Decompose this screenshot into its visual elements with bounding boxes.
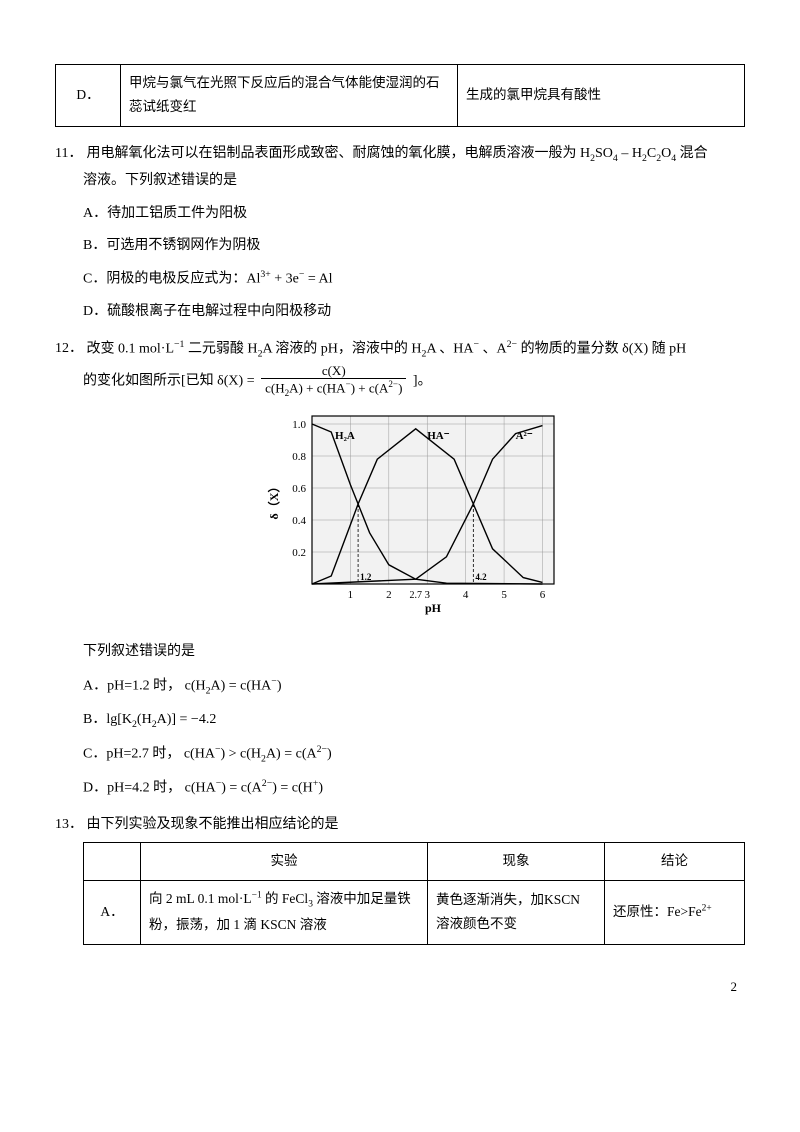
q10-table-fragment: D． 甲烷与氯气在光照下反应后的混合气体能使湿润的石蕊试纸变红 生成的氯甲烷具有… — [55, 64, 745, 127]
svg-text:3: 3 — [424, 589, 430, 601]
svg-text:1: 1 — [348, 589, 354, 601]
svg-text:2.7: 2.7 — [409, 590, 422, 601]
cell-A-conc: 还原性：Fe>Fe2+ — [605, 880, 745, 944]
q11-stem2: 溶液。下列叙述错误的是 — [83, 168, 745, 195]
q11-number: 11． — [55, 141, 83, 168]
svg-text:4.2: 4.2 — [475, 572, 487, 582]
q11-opt-A: A．待加工铝质工件为阳极 — [83, 201, 745, 228]
q12-prompt: 下列叙述错误的是 — [83, 639, 745, 666]
q12-stem2: 的变化如图所示[已知 δ(X) = c(X) c(H2A) + c(HA−) +… — [83, 364, 745, 398]
q12-opt-C: C．pH=2.7 时， c(HA−) > c(H2A) = c(A2−) — [83, 741, 745, 769]
svg-text:1.2: 1.2 — [360, 572, 372, 582]
q11-opt-B: B．可选用不锈钢网作为阴极 — [83, 233, 745, 260]
svg-text:H₂A: H₂A — [335, 430, 355, 442]
q12-opt-D: D．pH=4.2 时， c(HA−) = c(A2−) = c(H+) — [83, 775, 745, 802]
question-13: 13． 由下列实验及现象不能推出相应结论的是 实验 现象 结论 A． 向 2 m… — [55, 812, 745, 945]
q13-stem: 由下列实验及现象不能推出相应结论的是 — [87, 812, 745, 839]
question-11: 11． 用电解氧化法可以在铝制品表面形成致密、耐腐蚀的氧化膜，电解质溶液一般为 … — [55, 141, 745, 326]
page-number: 2 — [55, 975, 745, 1000]
table-row: D． 甲烷与氯气在光照下反应后的混合气体能使湿润的石蕊试纸变红 生成的氯甲烷具有… — [56, 65, 745, 127]
hdr-exp: 实验 — [141, 843, 428, 880]
table-header: 实验 现象 结论 — [84, 843, 745, 880]
svg-text:0.4: 0.4 — [292, 515, 306, 527]
q12-chart: 0.2 0.4 0.6 0.8 1.0 1 2 3 4 5 6 2.7 1.2 4.2 H₂A HA⁻ A²⁻ p… — [264, 406, 564, 627]
q12-opt-B: B．lg[K2(H2A)] = −4.2 — [83, 707, 745, 734]
svg-text:pH: pH — [425, 601, 442, 615]
cell-A-exp: 向 2 mL 0.1 mol·L−1 的 FeCl3 溶液中加足量铁粉，振荡，加… — [141, 880, 428, 944]
svg-text:0.6: 0.6 — [292, 483, 306, 495]
q13-table: 实验 现象 结论 A． 向 2 mL 0.1 mol·L−1 的 FeCl3 溶… — [83, 842, 745, 944]
svg-text:6: 6 — [540, 589, 546, 601]
hdr-conc: 结论 — [605, 843, 745, 880]
cell-A-phen: 黄色逐渐消失，加KSCN 溶液颜色不变 — [428, 880, 605, 944]
cell-A-label: A． — [84, 880, 141, 944]
svg-text:5: 5 — [501, 589, 507, 601]
q12-opt-A: A．pH=1.2 时， c(H2A) = c(HA−) — [83, 673, 745, 701]
svg-text:A²⁻: A²⁻ — [516, 430, 533, 442]
q11-stem: 用电解氧化法可以在铝制品表面形成致密、耐腐蚀的氧化膜，电解质溶液一般为 H2SO… — [87, 141, 745, 168]
svg-text:1.0: 1.0 — [292, 419, 306, 431]
svg-text:δ（X）: δ（X） — [266, 480, 281, 519]
svg-text:0.8: 0.8 — [292, 451, 306, 463]
q12-number: 12． — [55, 336, 83, 363]
q11-opt-D: D．硫酸根离子在电解过程中向阳极移动 — [83, 299, 745, 326]
cell-D-exp: 甲烷与氯气在光照下反应后的混合气体能使湿润的石蕊试纸变红 — [121, 65, 458, 127]
q12-stem: 改变 0.1 mol·L−1 二元弱酸 H2A 溶液的 pH，溶液中的 H2A … — [87, 336, 745, 364]
table-row: A． 向 2 mL 0.1 mol·L−1 的 FeCl3 溶液中加足量铁粉，振… — [84, 880, 745, 944]
svg-text:2: 2 — [386, 589, 392, 601]
svg-text:HA⁻: HA⁻ — [427, 430, 450, 442]
question-12: 12． 改变 0.1 mol·L−1 二元弱酸 H2A 溶液的 pH，溶液中的 … — [55, 336, 745, 802]
q11-opt-C: C．阴极的电极反应式为：Al3+ + 3e− = Al — [83, 266, 745, 293]
cell-D-label: D． — [56, 65, 121, 127]
svg-text:4: 4 — [463, 589, 469, 601]
cell-D-conc: 生成的氯甲烷具有酸性 — [458, 65, 745, 127]
svg-text:0.2: 0.2 — [292, 547, 306, 559]
hdr-phen: 现象 — [428, 843, 605, 880]
q13-number: 13． — [55, 812, 83, 839]
fraction: c(X) c(H2A) + c(HA−) + c(A2−) — [261, 364, 406, 398]
